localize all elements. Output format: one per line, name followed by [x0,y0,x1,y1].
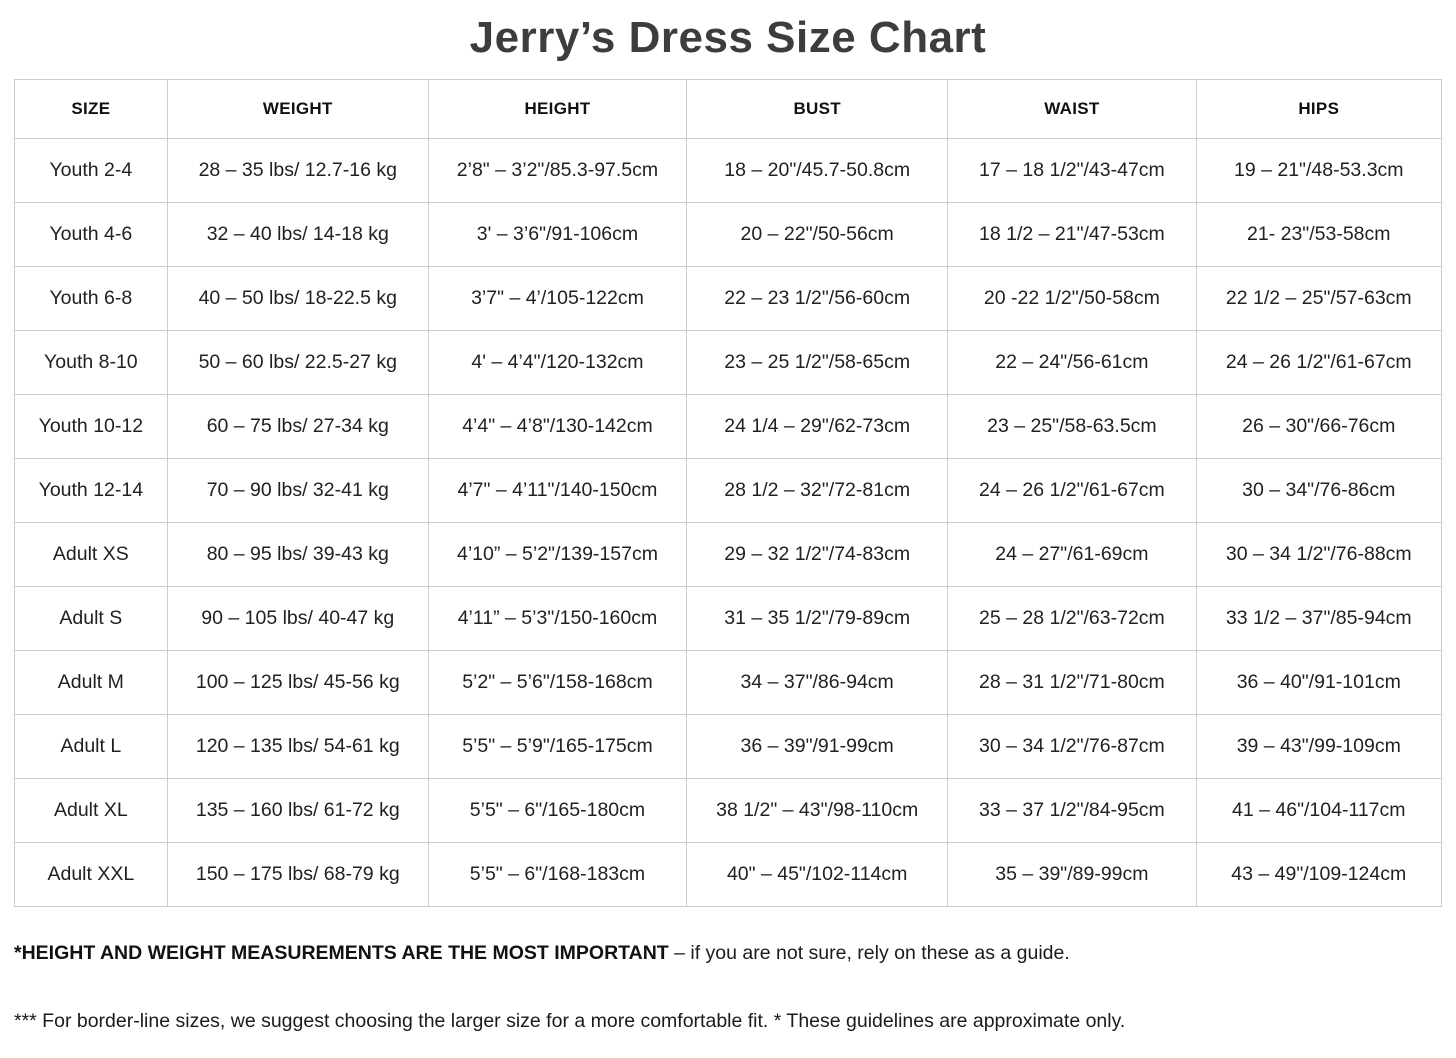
table-cell: 17 – 18 1/2"/43-47cm [947,137,1197,203]
size-cell: Youth 4-6 [14,201,168,267]
table-cell: 135 – 160 lbs/ 61-72 kg [166,777,429,843]
table-cell: 23 – 25"/58-63.5cm [947,393,1197,459]
table-header-row: SIZE WEIGHT HEIGHT BUST WAIST HIPS [14,78,1443,139]
table-cell: 39 – 43"/99-109cm [1195,713,1443,779]
table-cell: 3' – 3’6"/91-106cm [427,201,688,267]
table-cell: 20 – 22"/50-56cm [686,201,949,267]
footnote-regular-text: – if you are not sure, rely on these as … [668,941,1070,964]
table-cell: 4’7" – 4’11"/140-150cm [427,457,688,523]
size-cell: Adult L [14,713,168,779]
column-header-height: HEIGHT [427,78,688,139]
table-cell: 23 – 25 1/2"/58-65cm [686,329,949,395]
table-cell: 2’8" – 3’2"/85.3-97.5cm [427,137,688,203]
table-cell: 4’4" – 4’8"/130-142cm [427,393,688,459]
size-cell: Youth 8-10 [14,329,168,395]
table-cell: 36 – 39"/91-99cm [686,713,949,779]
size-cell: Adult XS [14,521,168,587]
table-cell: 34 – 37"/86-94cm [686,649,949,715]
size-chart-table: SIZE WEIGHT HEIGHT BUST WAIST HIPS Youth 2-4 2… [14,78,1443,907]
size-cell: Youth 12-14 [14,457,168,523]
table-row: Youth 4-6 32 – 40 lbs/ 14-18 kg 3' – 3’6"/… [14,201,1443,267]
table-cell: 38 1/2" – 43"/98-110cm [686,777,949,843]
table-cell: 50 – 60 lbs/ 22.5-27 kg [166,329,429,395]
table-cell: 33 1/2 – 37"/85-94cm [1195,585,1443,651]
table-cell: 60 – 75 lbs/ 27-34 kg [166,393,429,459]
table-row: Youth 6-8 40 – 50 lbs/ 18-22.5 kg 3’7" – 4… [14,265,1443,331]
table-cell: 43 – 49"/109-124cm [1195,841,1443,907]
table-cell: 30 – 34"/76-86cm [1195,457,1443,523]
table-cell: 5’5" – 6"/168-183cm [427,841,688,907]
table-row: Youth 8-10 50 – 60 lbs/ 22.5-27 kg 4' – 4’… [14,329,1443,395]
table-cell: 90 – 105 lbs/ 40-47 kg [166,585,429,651]
size-cell: Youth 2-4 [14,137,168,203]
table-cell: 28 – 35 lbs/ 12.7-16 kg [166,137,429,203]
table-cell: 31 – 35 1/2"/79-89cm [686,585,949,651]
table-cell: 22 1/2 – 25"/57-63cm [1195,265,1443,331]
table-cell: 35 – 39"/89-99cm [947,841,1197,907]
table-row: Adult L 120 – 135 lbs/ 54-61 kg 5’5" – 5’9… [14,713,1443,779]
size-cell: Adult M [14,649,168,715]
table-cell: 100 – 125 lbs/ 45-56 kg [166,649,429,715]
table-cell: 5’5" – 5’9"/165-175cm [427,713,688,779]
column-header-size: SIZE [14,78,168,139]
table-cell: 4’10” – 5’2"/139-157cm [427,521,688,587]
table-cell: 20 -22 1/2"/50-58cm [947,265,1197,331]
page-title: Jerry’s Dress Size Chart [469,13,987,62]
table-cell: 5’5" – 6"/165-180cm [427,777,688,843]
table-cell: 24 – 27"/61-69cm [947,521,1197,587]
table-cell: 18 – 20"/45.7-50.8cm [686,137,949,203]
column-header-bust: BUST [686,78,949,139]
table-cell: 28 – 31 1/2"/71-80cm [947,649,1197,715]
table-row: Adult XL 135 – 160 lbs/ 61-72 kg 5’5" – 6"… [14,777,1443,843]
table-row: Adult S 90 – 105 lbs/ 40-47 kg 4’11” – 5’3… [14,585,1443,651]
column-header-hips: HIPS [1195,78,1443,139]
size-cell: Adult S [14,585,168,651]
table-cell: 30 – 34 1/2"/76-87cm [947,713,1197,779]
footnote-borderline-sizes: *** For border-line sizes, we suggest ch… [14,1010,1126,1033]
table-cell: 36 – 40"/91-101cm [1195,649,1443,715]
table-row: Adult XXL 150 – 175 lbs/ 68-79 kg 5’5" – 6… [14,841,1443,907]
table-row: Youth 2-4 28 – 35 lbs/ 12.7-16 kg 2’8" – 3… [14,137,1443,203]
table-cell: 29 – 32 1/2"/74-83cm [686,521,949,587]
table-cell: 24 – 26 1/2"/61-67cm [947,457,1197,523]
table-cell: 150 – 175 lbs/ 68-79 kg [166,841,429,907]
table-cell: 25 – 28 1/2"/63-72cm [947,585,1197,651]
column-header-weight: WEIGHT [166,78,429,139]
table-cell: 70 – 90 lbs/ 32-41 kg [166,457,429,523]
table-cell: 5’2" – 5’6"/158-168cm [427,649,688,715]
table-cell: 4' – 4’4"/120-132cm [427,329,688,395]
table-row: Adult M 100 – 125 lbs/ 45-56 kg 5’2" – 5’6… [14,649,1443,715]
table-row: Youth 10-12 60 – 75 lbs/ 27-34 kg 4’4" – 4… [14,393,1443,459]
table-cell: 22 – 24"/56-61cm [947,329,1197,395]
table-cell: 21- 23"/53-58cm [1195,201,1443,267]
size-cell: Adult XL [14,777,168,843]
table-cell: 32 – 40 lbs/ 14-18 kg [166,201,429,267]
table-row: Youth 12-14 70 – 90 lbs/ 32-41 kg 4’7" – 4… [14,457,1443,523]
table-cell: 28 1/2 – 32"/72-81cm [686,457,949,523]
footnote-bold-text: *HEIGHT AND WEIGHT MEASUREMENTS ARE THE … [14,941,669,964]
size-cell: Youth 10-12 [14,393,168,459]
table-cell: 80 – 95 lbs/ 39-43 kg [166,521,429,587]
column-header-waist: WAIST [947,78,1197,139]
table-cell: 30 – 34 1/2"/76-88cm [1195,521,1443,587]
table-cell: 18 1/2 – 21"/47-53cm [947,201,1197,267]
table-cell: 26 – 30"/66-76cm [1195,393,1443,459]
footnotes: *HEIGHT AND WEIGHT MEASUREMENTS ARE THE … [14,941,1442,1035]
table-cell: 33 – 37 1/2"/84-95cm [947,777,1197,843]
table-cell: 120 – 135 lbs/ 54-61 kg [166,713,429,779]
table-cell: 40 – 50 lbs/ 18-22.5 kg [166,265,429,331]
table-cell: 24 – 26 1/2"/61-67cm [1195,329,1443,395]
footnote-height-weight: *HEIGHT AND WEIGHT MEASUREMENTS ARE THE … [14,941,1442,966]
size-cell: Youth 6-8 [14,265,168,331]
size-cell: Adult XXL [14,841,168,907]
table-cell: 4’11” – 5’3"/150-160cm [427,585,688,651]
table-cell: 19 – 21"/48-53.3cm [1195,137,1443,203]
table-cell: 3’7" – 4’/105-122cm [427,265,688,331]
table-cell: 40" – 45"/102-114cm [686,841,949,907]
table-cell: 24 1/4 – 29"/62-73cm [686,393,949,459]
table-cell: 41 – 46"/104-117cm [1195,777,1443,843]
table-row: Adult XS 80 – 95 lbs/ 39-43 kg 4’10” – 5’2… [14,521,1443,587]
table-cell: 22 – 23 1/2"/56-60cm [686,265,949,331]
